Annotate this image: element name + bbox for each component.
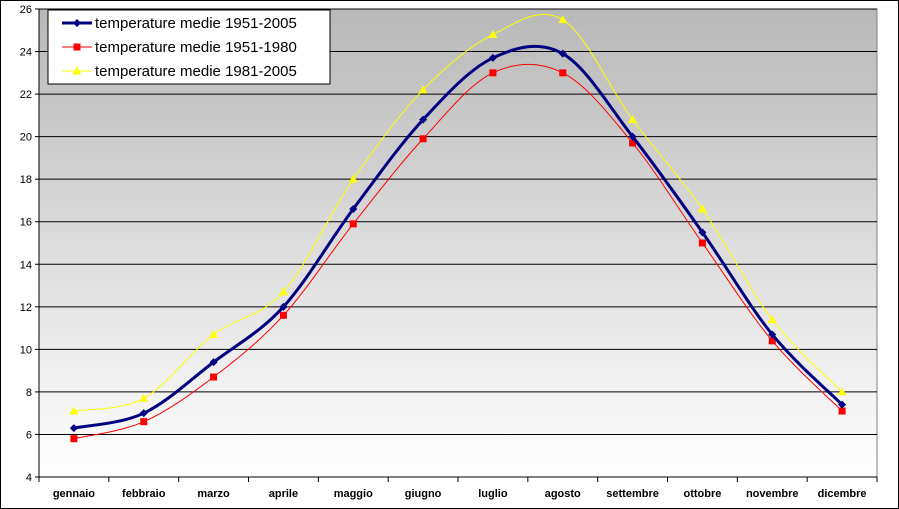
series-2 (70, 63, 846, 443)
legend-item: temperature medie 1951-2005 (62, 15, 297, 32)
data-point (838, 407, 846, 415)
data-point (349, 220, 357, 228)
data-point (629, 139, 637, 147)
x-tick-label: febbraio (122, 488, 166, 500)
data-point (489, 69, 497, 77)
y-tick-label: 26 (20, 4, 32, 16)
data-point (418, 85, 428, 94)
axes: 4 6 8 10 12 14 16 18 20 22 24 26 gennaio febbraio marz… (20, 4, 878, 500)
series-1 (69, 44, 847, 433)
data-point (209, 358, 218, 367)
data-point (70, 435, 78, 443)
data-point (697, 204, 707, 213)
data-point (349, 204, 358, 213)
data-point (558, 49, 567, 58)
series-layer (69, 13, 847, 443)
legend-item: temperature medie 1981-2005 (62, 63, 297, 80)
data-point (559, 69, 567, 77)
y-tick-label: 10 (20, 344, 32, 356)
x-tick-label: luglio (478, 488, 508, 500)
series-3 (69, 13, 847, 415)
legend-label: temperature medie 1951-1980 (95, 39, 297, 56)
data-point (628, 132, 637, 141)
x-tick-label: dicembre (818, 488, 867, 500)
y-tick-label: 12 (20, 302, 32, 314)
y-tick-label: 22 (20, 89, 32, 101)
legend-swatch-marker (73, 43, 81, 51)
legend-box (47, 9, 331, 85)
x-tick-label: settembre (606, 488, 659, 500)
y-tick-label: 6 (26, 429, 32, 441)
y-tick-label: 8 (26, 387, 32, 399)
data-point (698, 239, 706, 247)
legend-swatch-marker (72, 66, 82, 75)
data-point (139, 409, 148, 418)
x-tick-label: novembre (746, 488, 799, 500)
data-point (279, 302, 288, 311)
data-point (558, 15, 568, 24)
data-point (69, 406, 79, 415)
data-point (140, 418, 148, 426)
data-point (767, 315, 777, 324)
data-point (348, 174, 358, 183)
legend-item: temperature medie 1951-1980 (62, 39, 297, 56)
data-point (488, 30, 498, 39)
data-point (488, 53, 497, 62)
legend-label: temperature medie 1981-2005 (95, 63, 297, 80)
y-tick-label: 18 (20, 174, 32, 186)
x-tick-label: maggio (334, 488, 373, 500)
data-point (210, 373, 218, 381)
x-tick-label: aprile (269, 488, 298, 500)
x-tick-label: ottobre (683, 488, 721, 500)
data-point (768, 330, 777, 339)
data-point (419, 115, 428, 124)
y-tick-label: 24 (20, 47, 32, 59)
x-tick-label: gennaio (53, 488, 95, 500)
y-tick-label: 14 (20, 259, 32, 271)
data-point (69, 424, 78, 433)
y-tick-label: 4 (26, 472, 32, 484)
y-tick-label: 16 (20, 217, 32, 229)
data-point (628, 115, 638, 124)
data-point (278, 287, 288, 296)
y-tick-label: 20 (20, 132, 32, 144)
data-point (698, 228, 707, 237)
plot-area (38, 8, 878, 478)
x-tick-label: agosto (545, 488, 581, 500)
data-point (279, 311, 287, 319)
data-point (209, 329, 219, 338)
data-point (768, 337, 776, 345)
data-point (139, 393, 149, 402)
legend-label: temperature medie 1951-2005 (95, 15, 297, 32)
data-point (419, 135, 427, 143)
data-point (837, 387, 847, 396)
data-point (838, 400, 847, 409)
x-tick-label: marzo (197, 488, 230, 500)
legend-swatch-marker (73, 19, 81, 27)
legend: temperature medie 1951-2005 temperature m… (47, 9, 331, 85)
x-tick-label: giugno (405, 488, 442, 500)
